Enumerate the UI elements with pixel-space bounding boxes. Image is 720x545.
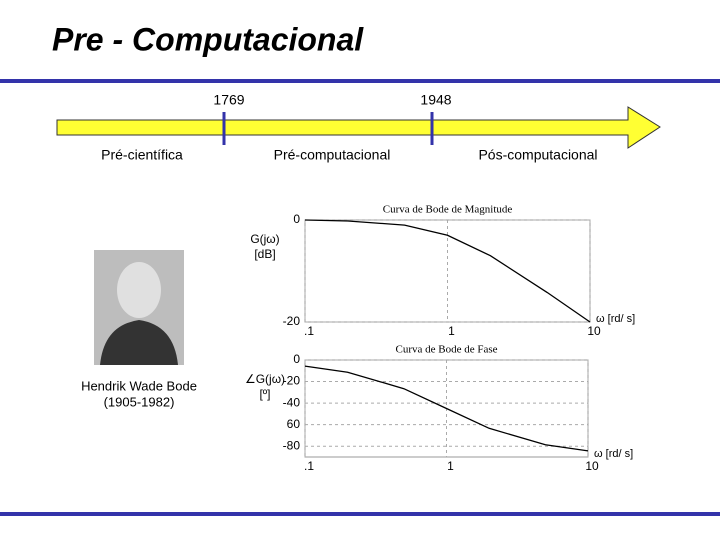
y-tick-label: -80 <box>283 438 301 452</box>
era: Pré-científica <box>101 147 183 163</box>
timeline-arrow <box>56 106 661 149</box>
year: 1948 <box>420 92 451 108</box>
y-tick-label: 0 <box>293 352 300 366</box>
y-axis-label: G(jω) <box>250 232 279 246</box>
slide-title: Pre - Computacional <box>52 21 364 57</box>
x-axis-label: ω [rd/ s] <box>596 313 635 325</box>
x-tick-label: .1 <box>304 459 314 473</box>
photo-face <box>117 262 161 318</box>
chart-title: Curva de Bode de Fase <box>395 344 497 356</box>
photo-suit <box>100 320 178 365</box>
curve <box>304 365 589 452</box>
y-tick-label: -40 <box>283 395 301 409</box>
x-tick-label: 1 <box>447 459 454 473</box>
y-axis-label: [º] <box>259 387 270 401</box>
era: Pós-computacional <box>478 147 597 163</box>
caption: (1905-1982) <box>104 394 175 409</box>
chart-title: Curva de Bode de Magnitude <box>383 204 513 216</box>
y-tick-label: 0 <box>293 212 300 226</box>
era: Pré-computacional <box>274 147 391 163</box>
caption: Hendrik Wade Bode <box>81 378 197 393</box>
y-axis-label: ∠G(jω) <box>245 372 285 386</box>
x-tick-label: 10 <box>585 459 599 473</box>
y-tick-label: 60 <box>287 417 301 431</box>
x-tick-label: 1 <box>448 324 455 338</box>
year: 1769 <box>213 92 244 108</box>
x-axis-label: ω [rd/ s] <box>594 448 633 460</box>
y-tick-label: -20 <box>283 314 301 328</box>
x-tick-label: 10 <box>587 324 601 338</box>
curve <box>304 219 591 323</box>
x-tick-label: .1 <box>304 324 314 338</box>
y-tick-label: -20 <box>283 374 301 388</box>
y-axis-label: [dB] <box>254 247 275 261</box>
